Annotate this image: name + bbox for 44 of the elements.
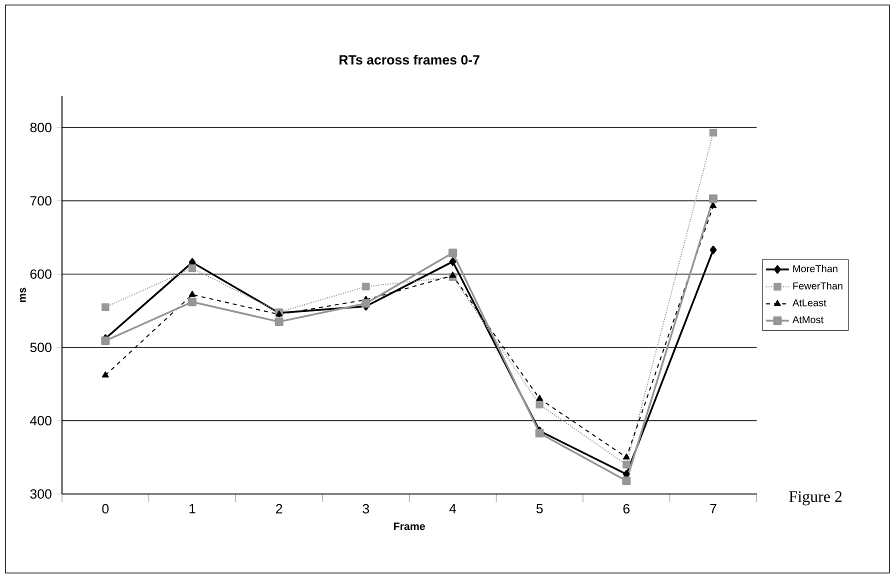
y-tick-label: 400 <box>30 416 52 426</box>
point <box>276 310 283 317</box>
x-tick-label: 5 <box>536 504 543 514</box>
y-tick-label: 600 <box>30 269 52 279</box>
point <box>188 264 196 272</box>
point <box>188 290 196 297</box>
point <box>274 317 284 326</box>
legend-label: FewerThan <box>793 282 842 290</box>
point <box>362 299 370 308</box>
y-tick-label: 800 <box>30 122 52 132</box>
y-tick-label: 700 <box>30 196 52 206</box>
point <box>536 394 544 401</box>
legend-label: AtLeast <box>792 299 826 306</box>
legend-label: AtMost <box>792 316 824 324</box>
chart-title: RTs across frames 0-7 <box>340 54 480 65</box>
point <box>188 298 197 306</box>
point <box>709 128 718 137</box>
point <box>622 460 630 469</box>
point <box>708 194 718 203</box>
point <box>710 246 717 254</box>
x-tick-label: 3 <box>362 504 370 514</box>
x-tick-label: 7 <box>710 504 716 514</box>
x-tick-label: 2 <box>276 504 282 514</box>
x-axis-title: Frame <box>394 522 425 530</box>
point <box>448 248 458 258</box>
point <box>102 371 109 378</box>
x-tick-label: 0 <box>102 504 109 514</box>
point <box>622 453 630 460</box>
y-tick-label: 500 <box>30 342 52 352</box>
point <box>536 400 544 408</box>
point <box>449 257 456 266</box>
y-tick-label: 300 <box>30 489 52 499</box>
point <box>710 202 717 208</box>
point <box>101 336 110 346</box>
x-tick-label: 4 <box>449 504 456 514</box>
point <box>102 303 110 311</box>
legend-label: MoreThan <box>793 264 838 272</box>
point <box>449 272 456 278</box>
point <box>362 282 370 290</box>
x-tick-label: 1 <box>190 504 196 514</box>
x-tick-label: 6 <box>623 504 630 514</box>
y-axis-title: ms <box>20 288 26 302</box>
point <box>622 476 631 486</box>
caption: Figure 2 <box>789 491 842 506</box>
